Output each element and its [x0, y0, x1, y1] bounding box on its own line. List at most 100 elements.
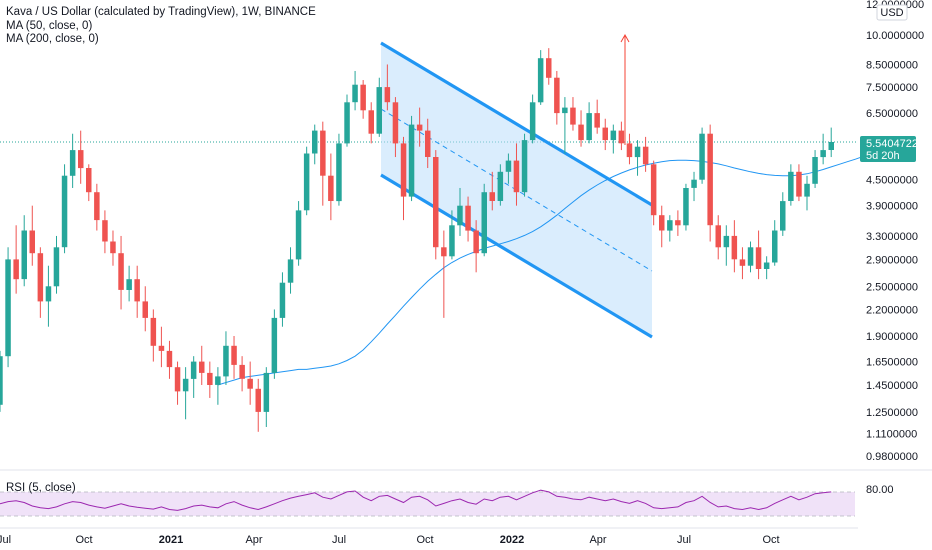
candle-body: [295, 210, 302, 260]
candle-body: [457, 205, 463, 226]
candle-down: [134, 265, 140, 318]
candle-body: [763, 262, 770, 269]
price-tick-label: 3.9000000: [866, 201, 918, 213]
candle-body: [61, 175, 68, 248]
candle-up: [537, 50, 544, 105]
ma50-legend[interactable]: MA (50, close, 0): [6, 20, 92, 32]
candle-body: [182, 378, 189, 392]
candle-down: [675, 210, 681, 236]
candle-up: [69, 133, 76, 188]
candle-body: [465, 205, 471, 231]
candle-down: [102, 210, 108, 254]
candle-body: [392, 102, 399, 144]
rsi-level-label: 80.00: [866, 484, 894, 496]
symbol-title[interactable]: Kava / US Dollar (calculated by TradingV…: [6, 6, 316, 18]
candle-up: [521, 133, 528, 197]
candle-up: [0, 350, 3, 412]
time-tick-label: Jul: [0, 534, 11, 546]
rsi-legend[interactable]: RSI (5, close): [6, 482, 76, 494]
candle-down: [465, 196, 471, 242]
candle-up: [61, 164, 68, 254]
candle-body: [416, 124, 423, 131]
candle-up: [820, 133, 826, 165]
candle-down: [707, 124, 713, 242]
candle-body: [473, 230, 479, 254]
candle-body: [634, 146, 641, 158]
candle-down: [328, 153, 334, 221]
candle-body: [812, 157, 818, 184]
candle-body: [142, 301, 148, 318]
candle-up: [763, 256, 770, 280]
candle-up: [691, 171, 697, 202]
candle-down: [360, 80, 366, 119]
candle-body: [489, 192, 495, 201]
candle-body: [5, 259, 11, 357]
candle-body: [110, 241, 116, 254]
candle-up: [529, 94, 536, 144]
candle-body: [739, 259, 746, 266]
candle-body: [0, 356, 3, 405]
candle-body: [804, 183, 810, 197]
ma200-legend[interactable]: MA (200, close, 0): [6, 33, 99, 45]
ma50-line: [217, 144, 896, 386]
candle-body: [231, 345, 237, 365]
time-tick-label: Apr: [589, 534, 606, 546]
candle-up: [271, 309, 278, 379]
price-tick-label: 1.9000000: [866, 331, 918, 343]
candle-body: [400, 143, 407, 197]
candle-body: [707, 133, 713, 226]
candle-body: [303, 153, 310, 211]
candle-down: [554, 70, 560, 125]
candle-up: [780, 192, 786, 236]
price-tick-label: 6.5000000: [866, 108, 918, 120]
candle-down: [174, 361, 181, 405]
candle-up: [562, 97, 568, 154]
candle-body: [336, 143, 342, 202]
candle-body: [78, 150, 84, 169]
candle-up: [449, 210, 455, 260]
candle-down: [513, 143, 520, 206]
time-tick-label: Apr: [245, 534, 262, 546]
candle-up: [457, 187, 463, 236]
candle-body: [537, 58, 544, 103]
candle-down: [618, 121, 625, 151]
candle-up: [45, 265, 52, 327]
price-tick-label: 8.5000000: [866, 60, 918, 72]
currency-selector[interactable]: [876, 4, 908, 21]
candle-body: [239, 364, 245, 379]
candle-down: [489, 171, 495, 211]
candle-body: [497, 171, 504, 201]
candle-up: [812, 150, 818, 188]
candle-body: [602, 127, 608, 141]
currency-label: USD: [880, 7, 903, 19]
candle-body: [546, 58, 552, 78]
candle-body: [650, 164, 657, 216]
candle-down: [739, 247, 746, 280]
candle-down: [94, 183, 100, 231]
candle-body: [360, 84, 366, 111]
candle-up: [215, 367, 221, 405]
candle-up: [279, 272, 286, 327]
candle-body: [513, 160, 520, 193]
candle-up: [376, 77, 382, 137]
candle-up: [223, 331, 229, 385]
candle-body: [723, 235, 730, 248]
candle-up: [610, 124, 617, 154]
candle-up: [788, 164, 794, 206]
candle-body: [788, 171, 794, 201]
candle-body: [158, 345, 165, 351]
time-tick-label: Jul: [332, 534, 346, 546]
price-tick-label: 1.6500000: [866, 357, 918, 369]
candle-body: [263, 372, 270, 412]
candle-up: [53, 235, 60, 294]
rsi-band: [0, 492, 855, 516]
candle-up: [481, 183, 487, 257]
candle-body: [199, 361, 205, 373]
price-tick-label: 2.5000000: [866, 281, 918, 293]
candle-body: [207, 372, 213, 385]
candle-body: [223, 345, 229, 377]
candle-body: [772, 230, 778, 263]
